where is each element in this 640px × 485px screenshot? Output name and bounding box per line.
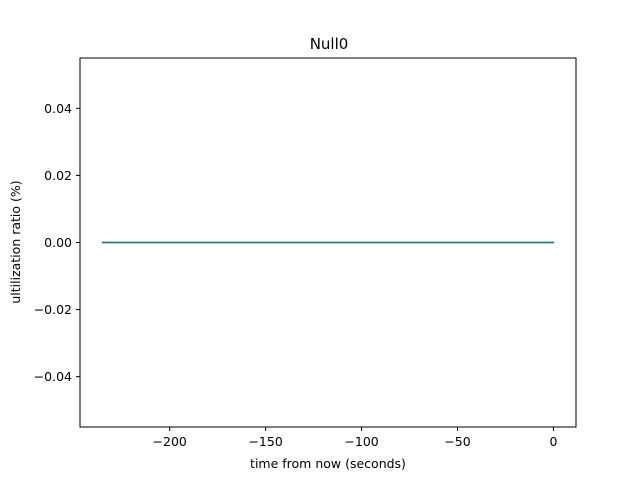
y-tick-label: 0.04 (44, 101, 72, 116)
y-tick-label: 0.00 (44, 235, 72, 250)
x-axis: −200 −150 −100 −50 0 (153, 427, 557, 449)
x-tick-label: 0 (549, 434, 557, 449)
y-axis: −0.04 −0.02 0.00 0.02 0.04 (34, 101, 80, 384)
chart-title: Null0 (310, 35, 349, 53)
x-tick-label: −150 (248, 434, 282, 449)
y-axis-label: ultilization ratio (%) (8, 180, 23, 303)
x-tick-label: −200 (153, 434, 187, 449)
y-tick-label: 0.02 (44, 168, 72, 183)
x-axis-label: time from now (seconds) (250, 456, 406, 471)
y-tick-label: −0.02 (34, 302, 72, 317)
x-tick-label: −50 (444, 434, 470, 449)
y-tick-label: −0.04 (34, 369, 72, 384)
x-tick-label: −100 (344, 434, 378, 449)
